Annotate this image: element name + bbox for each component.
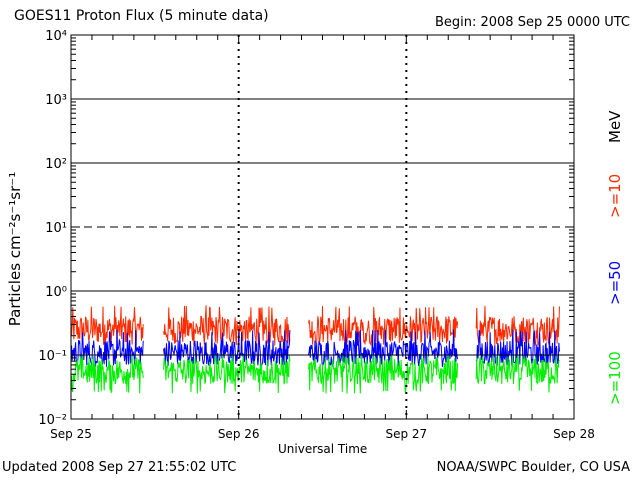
y-tick-label: 10² [45, 157, 67, 172]
series-trace [163, 354, 291, 394]
y-tick-label: 10³ [45, 93, 67, 108]
series-lines [70, 305, 560, 394]
series-trace [475, 329, 560, 367]
series-trace [163, 330, 291, 367]
series-trace [163, 305, 291, 346]
x-tick-label: Sep 26 [218, 427, 260, 441]
grid-lines [71, 35, 574, 419]
x-tick-label: Sep 28 [553, 427, 595, 441]
y-tick-label: 10⁰ [45, 285, 67, 300]
begin-time: Begin: 2008 Sep 25 0000 UTC [434, 15, 630, 30]
y-tick-label: 10¹ [45, 221, 67, 236]
series-trace [475, 355, 560, 393]
tick-marks [70, 34, 575, 420]
x-tick-labels: Sep 25 Sep 26 Sep 27 Sep 28 [50, 427, 595, 441]
series-trace [70, 355, 144, 394]
y-tick-labels: 10⁻² 10⁻¹ 10⁰ 10¹ 10² 10³ 10⁴ [38, 29, 67, 428]
source-credit: NOAA/SWPC Boulder, CO USA [436, 460, 630, 475]
legend-ge100: >=100 [606, 351, 624, 405]
y-tick-label: 10⁴ [45, 29, 67, 44]
chart-title: GOES11 Proton Flux (5 minute data) [14, 8, 269, 24]
legend-ge50: >=50 [606, 260, 624, 305]
series-trace [308, 354, 459, 394]
series-trace [308, 306, 459, 346]
x-tick-label: Sep 25 [50, 427, 92, 441]
unit-label: MeV [606, 110, 624, 143]
series-trace [70, 329, 144, 367]
x-tick-label: Sep 27 [385, 427, 427, 441]
y-tick-label: 10⁻² [38, 413, 67, 428]
updated-timestamp: Updated 2008 Sep 27 21:55:02 UTC [2, 460, 237, 475]
x-axis-label: Universal Time [278, 442, 368, 456]
series-trace [70, 305, 144, 345]
legend-ge10: >=10 [606, 173, 624, 218]
series-trace [475, 305, 560, 346]
y-tick-label: 10⁻¹ [38, 349, 67, 364]
